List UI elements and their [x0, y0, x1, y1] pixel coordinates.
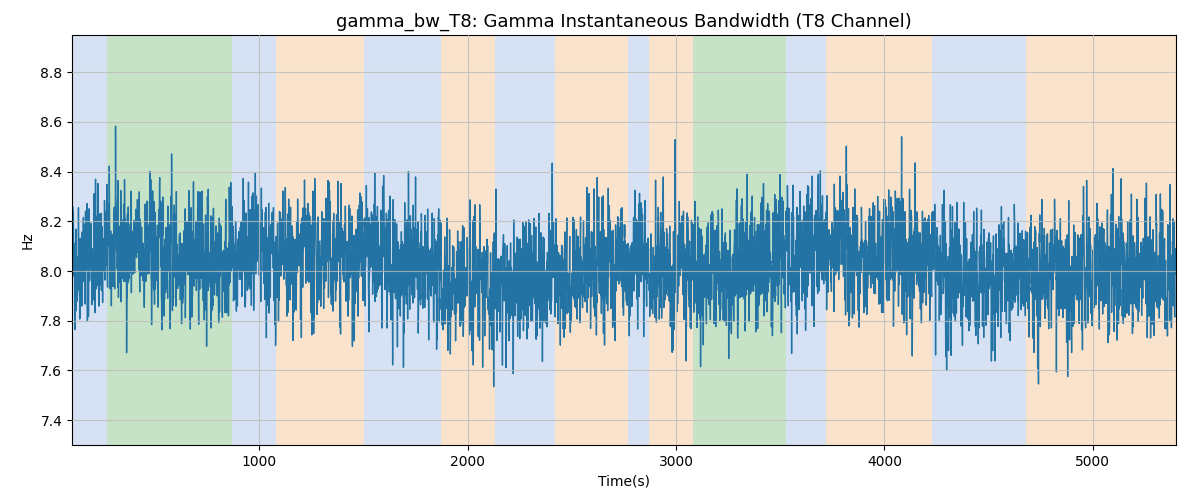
Bar	[932, 35, 1026, 445]
Bar	[108, 35, 233, 445]
Bar	[826, 35, 932, 445]
Bar	[72, 35, 108, 445]
Bar	[649, 35, 692, 445]
Bar	[786, 35, 826, 445]
Bar	[1066, 35, 1176, 445]
Y-axis label: Hz: Hz	[20, 231, 35, 249]
Bar	[364, 35, 440, 445]
Bar	[494, 35, 556, 445]
Bar	[556, 35, 628, 445]
Bar	[628, 35, 649, 445]
Bar	[692, 35, 786, 445]
Bar	[276, 35, 364, 445]
Bar	[440, 35, 494, 445]
Title: gamma_bw_T8: Gamma Instantaneous Bandwidth (T8 Channel): gamma_bw_T8: Gamma Instantaneous Bandwid…	[336, 12, 912, 31]
X-axis label: Time(s): Time(s)	[598, 474, 650, 488]
Bar	[1026, 35, 1066, 445]
Bar	[233, 35, 276, 445]
